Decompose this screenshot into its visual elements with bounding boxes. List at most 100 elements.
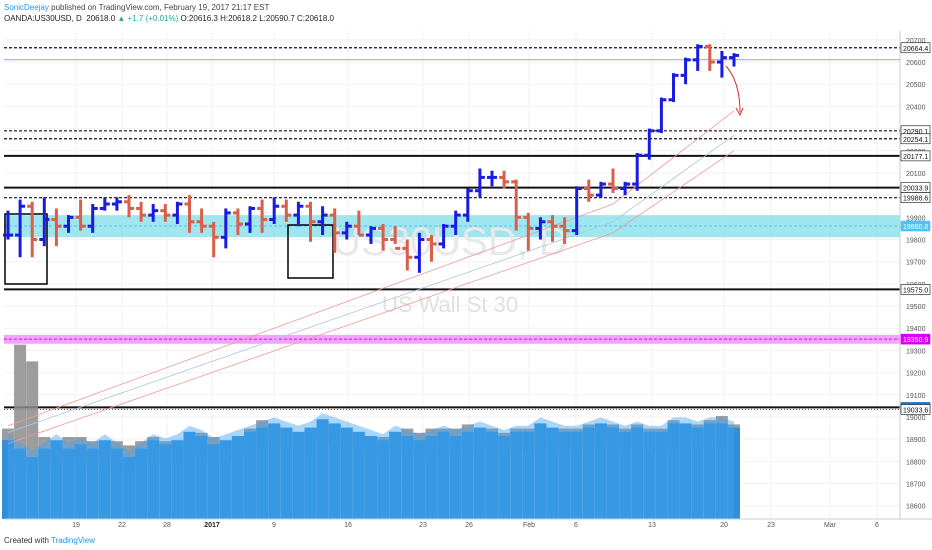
y-tick-label: 20600 bbox=[906, 60, 926, 67]
x-tick-label: 19 bbox=[72, 522, 80, 529]
y-tick-label: 19500 bbox=[906, 304, 926, 311]
footer: Created with TradingView bbox=[4, 536, 95, 545]
price-label-text: 20033.9 bbox=[903, 186, 928, 193]
y-tick-label: 20700 bbox=[906, 38, 926, 45]
volume-bar bbox=[268, 423, 281, 519]
volume-bar bbox=[425, 436, 438, 519]
x-tick-label: 20 bbox=[720, 522, 728, 529]
volume-bar bbox=[413, 440, 426, 519]
x-tick-label: 23 bbox=[767, 522, 775, 529]
volume-bar bbox=[340, 427, 353, 519]
projection-arrow bbox=[725, 65, 741, 113]
volume-bar bbox=[244, 431, 256, 519]
x-tick-label: 28 bbox=[163, 522, 171, 529]
volume-bar bbox=[14, 448, 27, 519]
volume-bar bbox=[352, 431, 365, 519]
price-label-text: 20177.1 bbox=[903, 154, 928, 161]
volume-bar bbox=[594, 423, 607, 519]
price-label-box bbox=[900, 192, 931, 203]
volume-bar bbox=[316, 419, 329, 519]
ohlc-values: O:20616.3 H:20618.2 L:20590.7 C:20618.0 bbox=[180, 14, 334, 23]
published-text: published on TradingView.com, February 1… bbox=[51, 3, 270, 12]
x-tick-label: 23 bbox=[419, 522, 427, 529]
volume-bar bbox=[715, 423, 728, 519]
volume-bar bbox=[570, 431, 583, 519]
y-tick-label: 18600 bbox=[906, 504, 926, 511]
volume-bar bbox=[667, 423, 680, 519]
volume-bar bbox=[619, 431, 632, 519]
volume-area bbox=[8, 413, 734, 519]
x-tick-label: Feb bbox=[523, 522, 535, 529]
volume-bar bbox=[522, 431, 535, 519]
volume-bar-gray bbox=[26, 361, 39, 477]
volume-bar bbox=[280, 427, 293, 519]
volume-bar bbox=[110, 448, 123, 519]
volume-bar bbox=[558, 431, 571, 519]
price-label-text: 20254.1 bbox=[903, 137, 928, 144]
volume-bar bbox=[304, 427, 317, 519]
price-label-box bbox=[900, 284, 931, 295]
x-tick-label: 6 bbox=[574, 522, 578, 529]
x-tick-label: 9 bbox=[272, 522, 276, 529]
volume-bar bbox=[195, 436, 208, 519]
ma-line-1 bbox=[7, 110, 735, 427]
last-price: 20618.0 bbox=[86, 14, 116, 23]
x-tick-label: Mar bbox=[824, 522, 837, 529]
price-label-text: 20664.4 bbox=[903, 46, 928, 53]
volume-bar bbox=[231, 436, 244, 519]
price-label-box bbox=[900, 220, 931, 232]
volume-bar bbox=[256, 427, 269, 519]
price-label-text: 19575.0 bbox=[903, 287, 928, 294]
y-tick-label: 20100 bbox=[906, 171, 926, 178]
range-box-1 bbox=[4, 213, 48, 285]
volume-bar bbox=[728, 427, 740, 519]
volume-bar bbox=[98, 440, 111, 519]
volume-bar bbox=[534, 423, 547, 519]
ma-line-2 bbox=[7, 134, 735, 433]
x-tick-label: 26 bbox=[465, 522, 473, 529]
y-tick-label: 18900 bbox=[906, 437, 926, 444]
volume-bar bbox=[437, 431, 450, 519]
created-with-text: Created with bbox=[4, 536, 49, 545]
x-tick-label: 13 bbox=[648, 522, 656, 529]
volume-bar bbox=[38, 448, 51, 519]
ohlc-bars bbox=[3, 44, 739, 273]
x-tick-label: 16 bbox=[344, 522, 352, 529]
price-label-text: 20290.1 bbox=[903, 129, 928, 136]
volume-bar-gray bbox=[14, 344, 27, 469]
volume-bar bbox=[473, 427, 486, 519]
volume-bar bbox=[207, 444, 220, 519]
price-label-text: 19350.9 bbox=[903, 337, 928, 344]
y-tick-label: 19300 bbox=[906, 348, 926, 355]
y-tick-label: 20500 bbox=[906, 82, 926, 89]
volume-bar bbox=[498, 436, 511, 519]
price-label-text: 19988.6 bbox=[903, 196, 928, 203]
price-axis[interactable]: 2070020600205002040020300202002010020000… bbox=[899, 31, 926, 519]
volume-bar bbox=[655, 431, 668, 519]
x-tick-label: 6 bbox=[875, 522, 879, 529]
y-tick-label: 19100 bbox=[906, 393, 926, 400]
projection-arrow-head bbox=[735, 107, 744, 117]
volume-bar bbox=[449, 436, 462, 519]
volume-bar bbox=[631, 427, 644, 519]
change-value: ▲ +1.7 (+0.01%) bbox=[117, 14, 179, 23]
author-link[interactable]: SonicDeejay bbox=[4, 3, 49, 12]
volume-histogram bbox=[2, 344, 740, 519]
volume-bar bbox=[2, 440, 14, 519]
time-axis[interactable]: 19 22 28 2017 9 16 23 26 Feb 6 13 20 23 Mar 6 bbox=[4, 518, 932, 529]
volume-bar bbox=[461, 431, 474, 519]
price-label-text: 19033.6 bbox=[903, 408, 928, 415]
volume-bar bbox=[703, 423, 716, 519]
watermark-symbol: US30USD, D bbox=[332, 220, 568, 264]
tradingview-logo[interactable]: TradingView bbox=[51, 536, 96, 545]
volume-bar bbox=[401, 436, 414, 519]
ma-line-3 bbox=[7, 150, 735, 444]
volume-bar bbox=[50, 440, 63, 519]
volume-bar bbox=[510, 431, 523, 519]
y-tick-label: 19000 bbox=[906, 415, 926, 422]
price-label-box bbox=[900, 150, 931, 162]
volume-bar bbox=[546, 427, 559, 519]
moving-averages bbox=[7, 110, 735, 444]
